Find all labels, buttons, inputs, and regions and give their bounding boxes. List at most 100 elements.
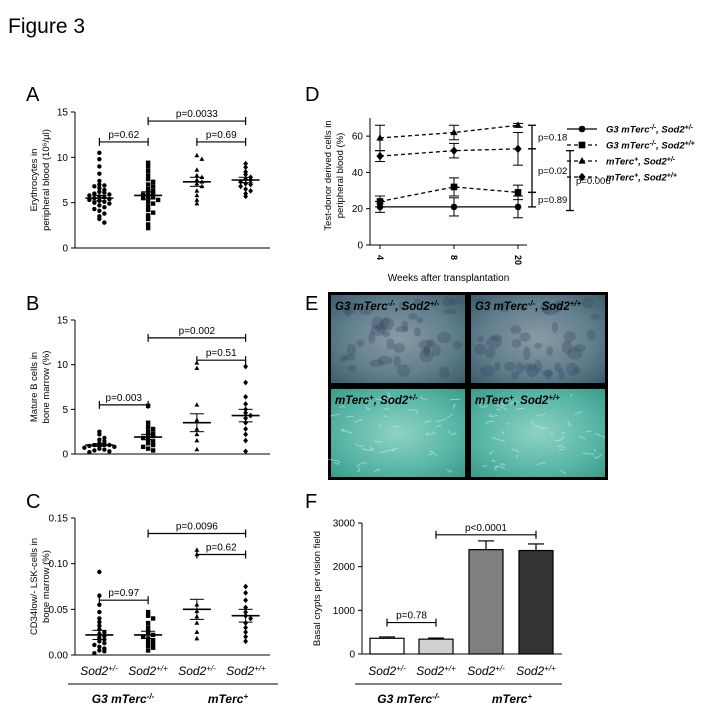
- panel-letter-c: C: [26, 491, 40, 513]
- tissue-texture: [488, 413, 498, 417]
- data-point: [243, 583, 249, 590]
- data-point: [450, 128, 458, 136]
- data-point: [102, 640, 107, 646]
- nucleus-texture: [572, 366, 581, 375]
- micrograph-image: [471, 295, 605, 383]
- nucleus-texture: [543, 307, 558, 316]
- data-point: [150, 442, 156, 448]
- p-value-label: p=0.003: [106, 393, 143, 404]
- nucleus-texture: [376, 322, 386, 333]
- data-point: [243, 180, 249, 187]
- nucleus-texture: [563, 331, 576, 343]
- data-point: [102, 211, 107, 216]
- data-point: [243, 638, 249, 645]
- tissue-texture: [595, 432, 606, 438]
- tissue-texture: [556, 445, 565, 449]
- tissue-texture: [496, 404, 508, 411]
- data-point: [194, 402, 200, 407]
- legend-label: mTerc+, Sod2+/-: [606, 156, 676, 168]
- p-value-label: p=0.006: [576, 176, 611, 187]
- y-tick-label: 0.00: [49, 651, 69, 662]
- data-point: [102, 629, 107, 635]
- tissue-texture: [561, 431, 566, 435]
- tissue-texture: [385, 397, 394, 403]
- tissue-texture: [558, 448, 566, 451]
- tissue-texture: [345, 415, 354, 418]
- data-point: [145, 213, 151, 218]
- data-point: [97, 446, 102, 451]
- tissue-texture: [492, 436, 506, 442]
- legend-marker: [578, 172, 586, 182]
- nucleus-texture: [418, 339, 434, 350]
- nucleus-texture: [498, 300, 511, 313]
- tissue-texture: [369, 446, 375, 450]
- y-tick-label: 5: [62, 405, 68, 416]
- x-axis-label: Weeks after transplantation: [388, 273, 510, 284]
- data-point: [150, 426, 156, 432]
- tissue-texture: [391, 448, 398, 452]
- data-point: [145, 207, 151, 213]
- p-value-label: p<0.0001: [465, 523, 507, 534]
- data-point: [140, 634, 146, 639]
- data-point: [194, 200, 200, 206]
- nucleus-texture: [356, 339, 365, 347]
- nucleus-texture: [432, 344, 441, 357]
- data-point: [97, 619, 102, 625]
- data-point: [248, 615, 254, 622]
- data-point: [150, 616, 156, 621]
- tissue-texture: [560, 469, 567, 475]
- y-tick-label: 0: [62, 450, 68, 461]
- data-point: [145, 648, 151, 653]
- data-point: [150, 431, 156, 436]
- nucleus-texture: [408, 313, 418, 320]
- data-point: [92, 200, 97, 205]
- data-point: [140, 435, 146, 441]
- p-value-label: p=0.69: [206, 130, 237, 141]
- tissue-texture: [365, 405, 370, 411]
- data-point: [145, 640, 151, 645]
- data-point: [145, 186, 151, 192]
- nucleus-texture: [494, 361, 501, 371]
- data-point: [145, 173, 151, 178]
- tissue-texture: [479, 400, 485, 406]
- tissue-texture: [434, 417, 447, 422]
- tissue-texture: [428, 452, 434, 456]
- nucleus-texture: [442, 296, 456, 307]
- data-point: [194, 629, 200, 634]
- nucleus-texture: [386, 338, 395, 350]
- y-axis-label: bone marrow (%): [41, 351, 52, 424]
- micrograph-image: [331, 295, 465, 383]
- series-line: [379, 148, 519, 157]
- nucleus-texture: [541, 369, 554, 377]
- p-value-label: p=0.0096: [176, 522, 218, 533]
- y-axis-label: peripheral blood (%): [335, 133, 346, 219]
- data-point: [194, 431, 200, 437]
- data-point: [243, 448, 249, 455]
- nucleus-texture: [544, 369, 553, 380]
- tissue-texture: [582, 452, 595, 455]
- data-point: [87, 450, 92, 455]
- micrograph-label: G3 mTerc-/-, Sod2+/+: [475, 299, 582, 314]
- data-point: [140, 192, 146, 197]
- genotype-label: Sod2+/+: [128, 664, 168, 679]
- data-point: [243, 597, 249, 604]
- data-point: [97, 164, 102, 169]
- data-point: [243, 629, 249, 636]
- data-point: [243, 437, 249, 444]
- data-point: [150, 645, 156, 650]
- nucleus-texture: [554, 300, 564, 309]
- data-point: [514, 144, 522, 154]
- tissue-texture: [570, 393, 573, 397]
- legend-label: G3 mTerc-/-, Sod2+/-: [606, 124, 694, 136]
- tissue-texture: [550, 432, 553, 436]
- tissue-texture: [531, 419, 535, 424]
- data-point: [97, 437, 102, 442]
- y-axis-label: Basal crypts per vision field: [312, 531, 323, 646]
- data-point: [145, 168, 151, 174]
- data-point: [450, 183, 458, 191]
- y-tick-label: 10: [57, 153, 69, 164]
- tissue-texture: [333, 462, 339, 465]
- y-axis-label: peripheral blood (10⁶/µl): [41, 129, 52, 231]
- tissue-texture: [424, 420, 432, 424]
- legend-label: mTerc+, Sod2+/+: [606, 172, 677, 184]
